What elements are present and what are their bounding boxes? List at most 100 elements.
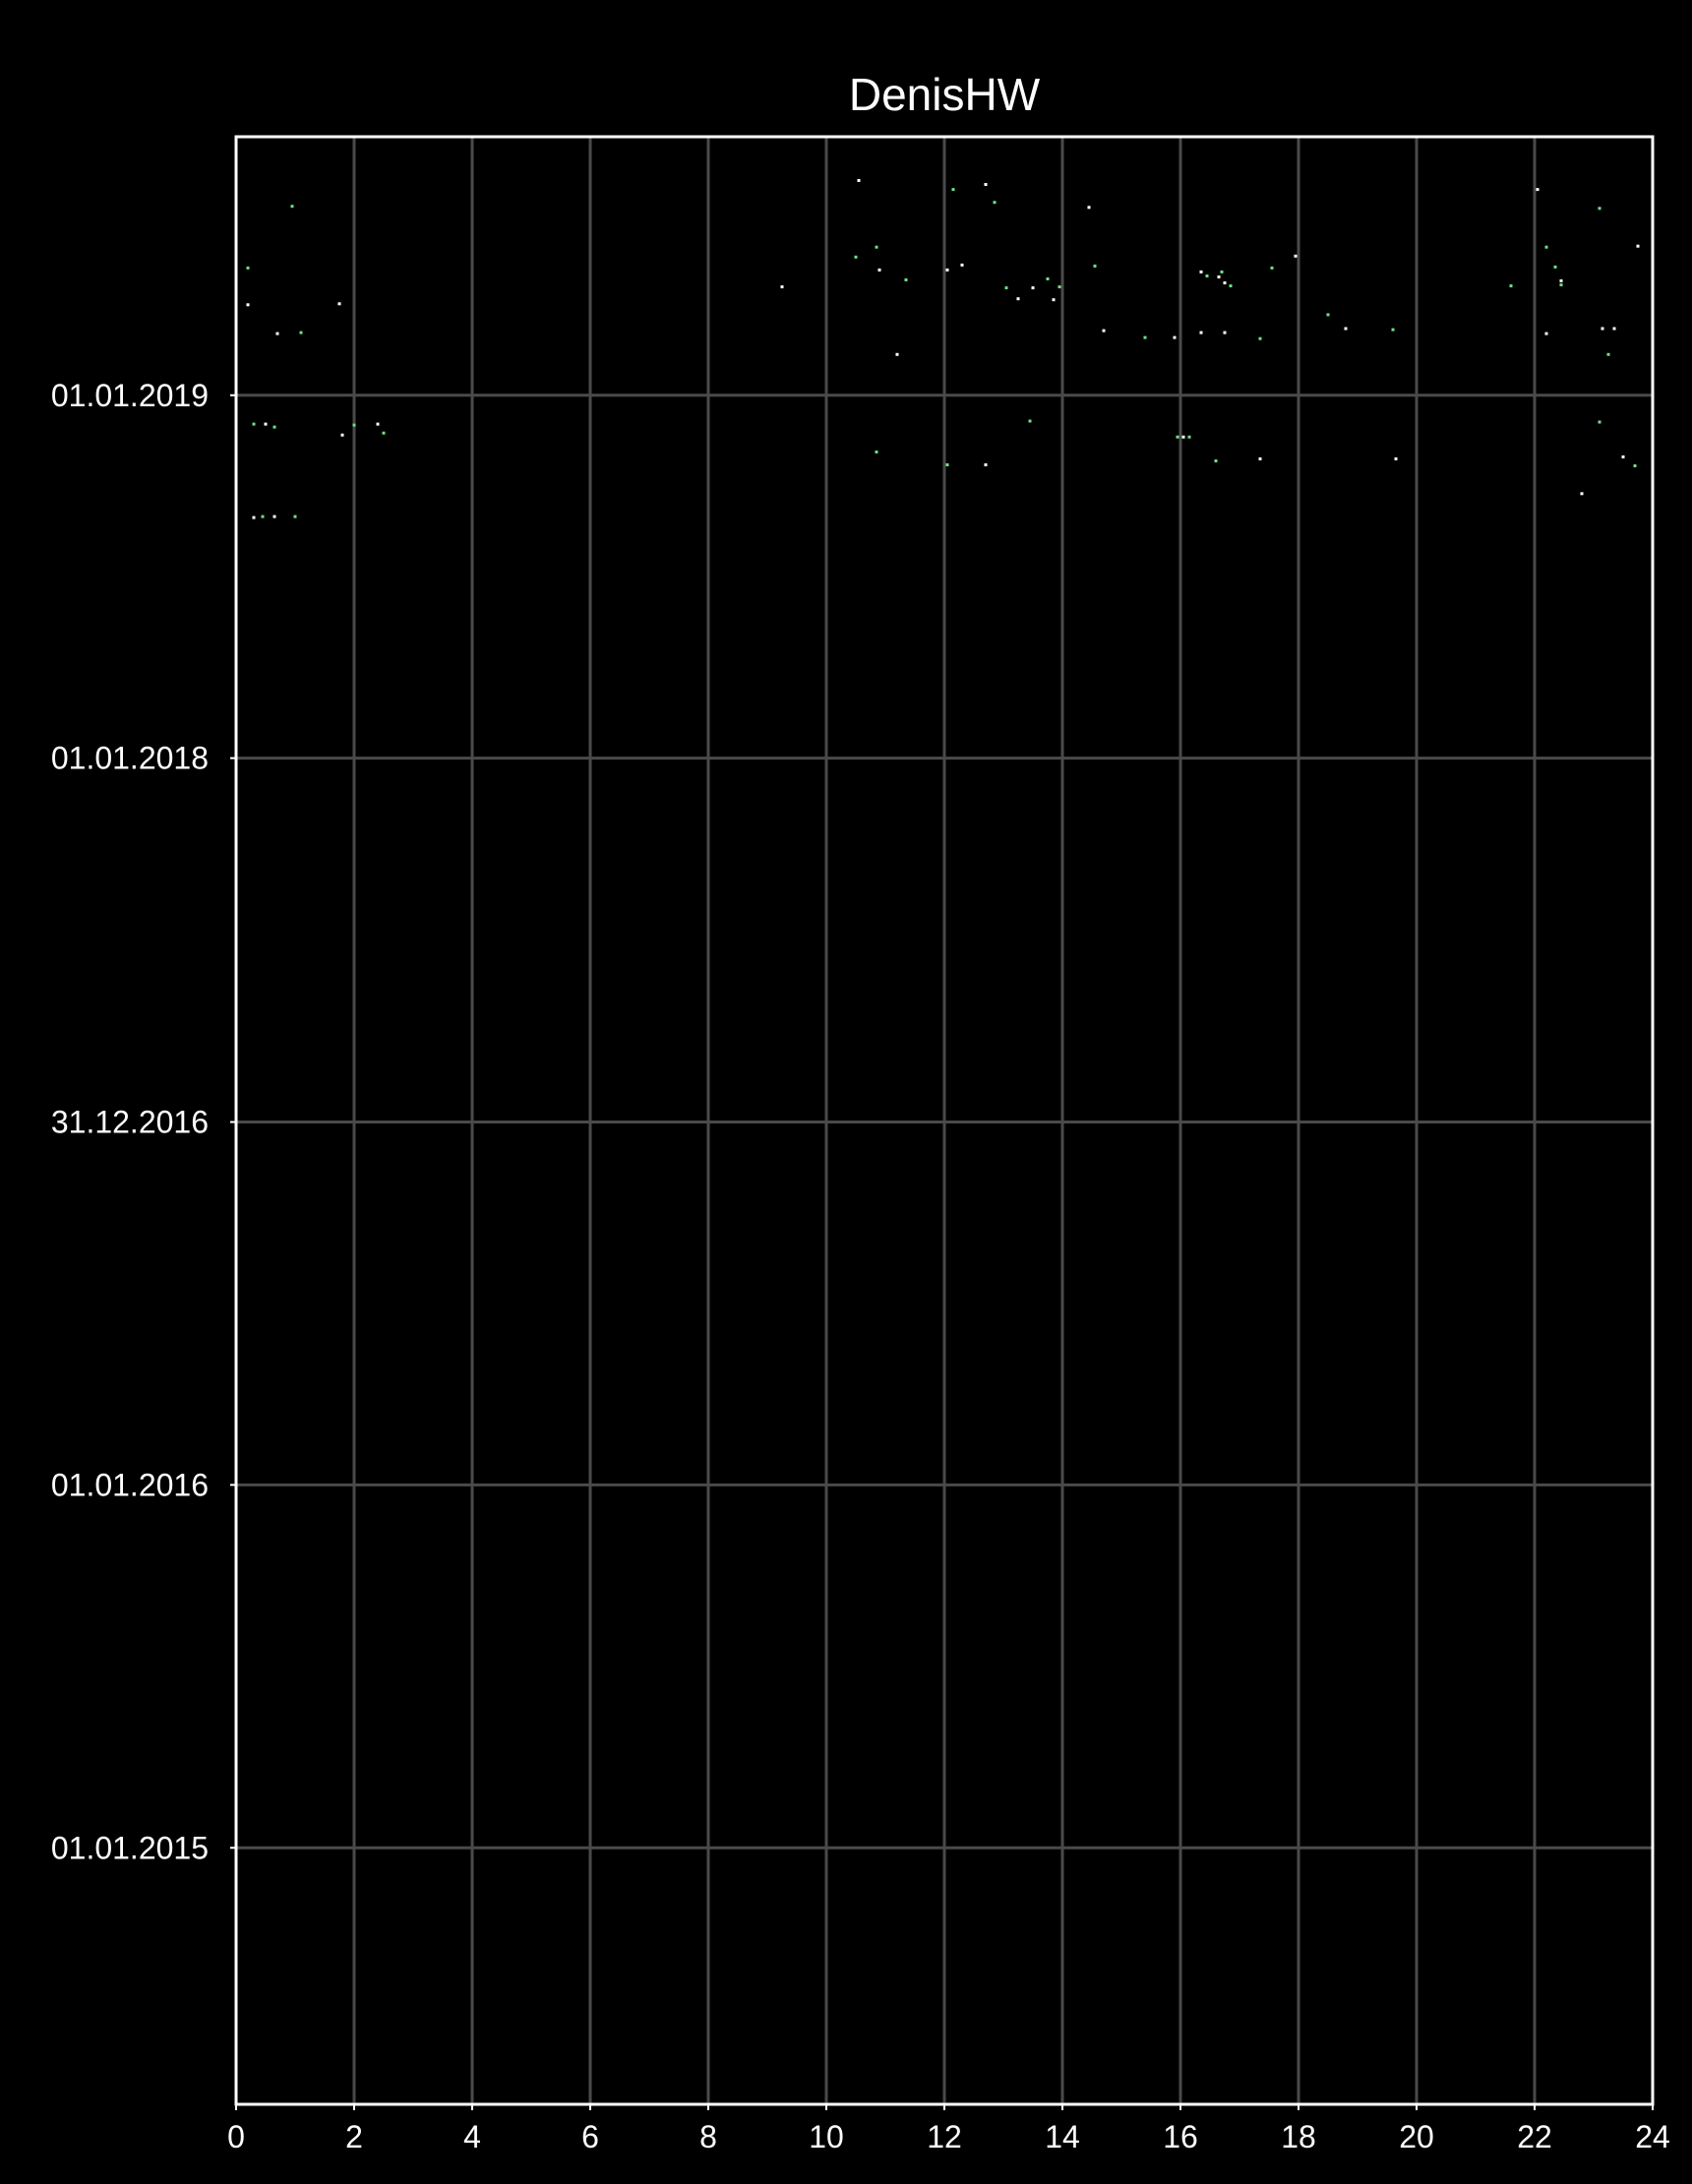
data-point	[1598, 207, 1601, 211]
y-tick-label: 01.01.2018	[51, 741, 209, 776]
data-point	[1046, 277, 1050, 280]
x-tick-label: 2	[345, 2119, 363, 2154]
data-point	[340, 433, 344, 437]
data-point	[895, 352, 899, 356]
data-point	[1636, 244, 1640, 248]
data-point	[984, 463, 988, 466]
data-point	[1344, 327, 1348, 331]
x-tick-label: 8	[699, 2119, 717, 2154]
x-tick-label: 18	[1281, 2119, 1316, 2154]
x-tick-label: 22	[1517, 2119, 1552, 2154]
x-tick-label: 12	[927, 2119, 962, 2154]
data-point	[1270, 266, 1274, 270]
data-point	[1220, 270, 1224, 273]
data-point	[904, 278, 908, 281]
data-point	[857, 179, 861, 182]
data-point	[1223, 331, 1227, 334]
data-point	[1004, 286, 1008, 290]
data-point	[1553, 265, 1557, 269]
data-point	[1031, 286, 1035, 290]
x-tick-label: 20	[1399, 2119, 1434, 2154]
data-point	[1199, 270, 1203, 273]
data-point	[1536, 188, 1540, 192]
grid	[236, 137, 1653, 2104]
data-point	[337, 302, 341, 306]
data-point	[1205, 274, 1209, 277]
data-point	[1606, 352, 1610, 356]
data-point	[1176, 435, 1179, 439]
x-tick-label: 4	[463, 2119, 481, 2154]
x-tick-label: 14	[1045, 2119, 1080, 2154]
data-point	[293, 515, 297, 518]
data-point	[1294, 254, 1298, 258]
data-point	[252, 422, 256, 426]
data-point	[1199, 331, 1203, 334]
data-point	[984, 183, 988, 186]
data-point	[261, 515, 265, 518]
data-point	[1559, 279, 1563, 282]
data-point	[290, 205, 294, 209]
data-point	[993, 201, 997, 205]
data-point	[1058, 285, 1061, 289]
data-point	[780, 285, 784, 289]
chart-title: DenisHW	[849, 69, 1041, 120]
data-point	[1217, 275, 1221, 278]
data-point	[382, 431, 386, 435]
data-point	[252, 516, 256, 519]
data-point	[877, 268, 881, 272]
data-point	[264, 422, 268, 426]
x-tick-label: 10	[809, 2119, 844, 2154]
x-tick-label: 24	[1635, 2119, 1670, 2154]
x-tick-label: 6	[581, 2119, 599, 2154]
data-point	[246, 266, 250, 270]
data-point	[246, 303, 250, 307]
data-point	[275, 332, 279, 335]
data-point	[1016, 297, 1020, 301]
data-points	[246, 179, 1640, 519]
data-point	[1612, 327, 1616, 331]
y-tick-label: 01.01.2019	[51, 378, 209, 413]
data-point	[1187, 435, 1191, 439]
data-point	[1601, 327, 1604, 331]
data-point	[1544, 332, 1548, 335]
x-tick-label: 0	[227, 2119, 245, 2154]
data-point	[1580, 492, 1584, 496]
data-point	[945, 463, 949, 466]
x-axis: 0 2 4 6 8 10 12 14 16 18 20 22 24	[227, 2104, 1670, 2154]
data-point	[1394, 456, 1398, 460]
data-point	[1214, 459, 1218, 462]
y-axis: 01.01.2015 01.01.2016 31.12.2016 01.01.2018…	[51, 378, 236, 1865]
data-point	[1326, 313, 1330, 317]
data-point	[1633, 464, 1637, 467]
data-point	[854, 255, 858, 259]
data-point	[1621, 455, 1625, 458]
data-point	[299, 331, 303, 334]
y-tick-label: 31.12.2016	[51, 1105, 209, 1140]
data-point	[1143, 335, 1147, 339]
data-point	[1559, 283, 1563, 287]
data-point	[1173, 335, 1177, 339]
data-point	[1093, 264, 1097, 268]
data-point	[875, 245, 878, 249]
data-point	[1258, 336, 1262, 340]
data-point	[1229, 284, 1233, 288]
x-tick-label: 16	[1163, 2119, 1198, 2154]
data-point	[1052, 298, 1056, 302]
y-tick-label: 01.01.2015	[51, 1830, 209, 1865]
data-point	[1598, 420, 1601, 424]
data-point	[272, 425, 276, 429]
y-tick-label: 01.01.2016	[51, 1467, 209, 1502]
data-point	[945, 268, 949, 272]
data-point	[1028, 419, 1032, 423]
data-point	[1102, 329, 1106, 333]
data-point	[272, 515, 276, 518]
data-point	[1391, 328, 1395, 332]
data-point	[352, 423, 356, 427]
data-point	[1223, 281, 1227, 285]
data-point	[1258, 456, 1262, 460]
data-point	[951, 188, 955, 192]
data-point	[875, 450, 878, 454]
data-point	[1181, 435, 1185, 439]
data-point	[1544, 245, 1548, 249]
